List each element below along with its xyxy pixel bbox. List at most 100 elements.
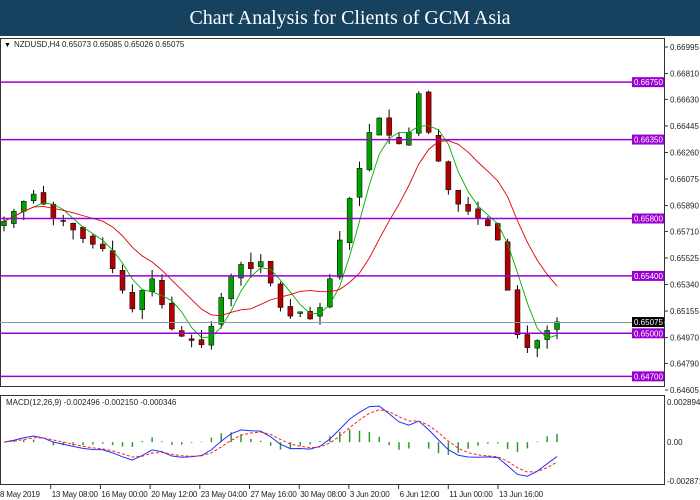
y-tick-label: 0.66995: [670, 43, 699, 52]
ma-fast-line: [3, 125, 558, 339]
x-tick-label: 30 May 08:00: [300, 490, 347, 499]
candle-bearish: [90, 235, 96, 245]
candle-bullish: [228, 275, 234, 300]
ma-slow-line: [3, 140, 558, 317]
level-label: 0.65800: [634, 215, 663, 224]
candle-bearish: [504, 241, 511, 291]
y-tick-label: 0.66810: [670, 70, 699, 79]
candle-bearish: [60, 220, 66, 222]
candle-bearish: [169, 302, 175, 330]
candle-bearish: [445, 161, 452, 191]
candle-bullish: [366, 132, 373, 171]
candle-bullish: [149, 278, 155, 293]
macd-tick-label: 0.002894: [667, 398, 700, 407]
candle-bearish: [50, 203, 57, 219]
level-label: 0.64700: [634, 372, 663, 381]
candle-bullish: [297, 311, 303, 314]
candle-bearish: [386, 117, 392, 136]
candle-bearish: [435, 135, 442, 162]
y-tick-label: 0.65340: [670, 281, 699, 290]
x-tick-label: 16 May 00:00: [101, 490, 148, 499]
y-tick-label: 0.65890: [670, 202, 699, 211]
candle-bearish: [248, 262, 254, 269]
candle-bullish: [327, 278, 333, 308]
y-tick-label: 0.66445: [670, 122, 699, 131]
level-badge: [632, 328, 664, 339]
candle-bearish: [307, 311, 313, 320]
candle-bearish: [455, 190, 461, 205]
x-tick-label: 13 May 08:00: [52, 490, 99, 499]
candle-bearish: [159, 280, 165, 305]
y-tick-label: 0.66260: [670, 148, 699, 157]
signal-line: [3, 409, 558, 473]
candle-bullish: [30, 193, 37, 202]
candle-bullish: [534, 340, 540, 349]
candle-bullish: [21, 201, 27, 212]
candle-bullish: [1, 221, 7, 226]
x-tick-label: 20 May 12:00: [151, 490, 198, 499]
candle-bullish: [218, 297, 224, 325]
candle-bearish: [396, 137, 402, 145]
y-tick-label: 0.64790: [670, 359, 699, 368]
x-tick-label: 13 Jun 16:00: [499, 490, 544, 499]
candle-bearish: [80, 227, 86, 239]
macd-panel: [0, 395, 665, 485]
candle-bullish: [376, 117, 382, 136]
x-tick-label: 3 Jun 20:00: [350, 490, 390, 499]
level-label: 0.65400: [634, 272, 663, 281]
candle-bullish: [208, 325, 215, 346]
page-title: Chart Analysis for Clients of GCM Asia: [0, 0, 700, 36]
current-price-label: 0.65075: [634, 318, 663, 327]
x-tick-label: 23 May 04:00: [201, 490, 248, 499]
candle-bullish: [337, 239, 343, 278]
x-tick-label: 8 May 2019: [0, 490, 41, 499]
candle-bullish: [238, 264, 244, 279]
y-tick-label: 0.64970: [670, 334, 699, 343]
current-price-badge: [632, 317, 664, 328]
candle-bullish: [346, 198, 353, 244]
level-label: 0.66750: [634, 78, 663, 87]
candle-bearish: [277, 283, 284, 308]
candle-bullish: [544, 330, 550, 340]
candle-bullish: [416, 93, 422, 134]
candle-bullish: [258, 261, 264, 267]
candle-bearish: [524, 334, 531, 348]
candle-bullish: [554, 321, 560, 330]
x-tick-label: 6 Jun 12:00: [400, 490, 440, 499]
x-tick-label: 11 Jun 00:00: [449, 490, 493, 499]
candle-bearish: [514, 289, 521, 335]
candle-bearish: [109, 250, 116, 269]
level-badge: [632, 371, 664, 382]
candle-bullish: [406, 132, 412, 146]
macd-line: [3, 405, 558, 477]
level-label: 0.65000: [634, 329, 663, 338]
x-tick-label: 27 May 16:00: [251, 490, 298, 499]
level-badge: [632, 77, 664, 88]
y-tick-label: 0.65155: [670, 307, 699, 316]
candle-bearish: [119, 270, 126, 291]
level-badge: [632, 213, 664, 224]
macd-tick-label: 0.00: [667, 438, 683, 447]
symbol-info: NZDUSD,H4 0.65073 0.65085 0.65026 0.6507…: [14, 40, 185, 49]
y-tick-label: 0.65525: [670, 254, 699, 263]
candle-bearish: [425, 91, 432, 133]
level-badge: [632, 270, 664, 281]
price-chart: NZDUSD,H4 0.65073 0.65085 0.65026 0.6507…: [0, 38, 700, 499]
candle-bearish: [465, 204, 471, 212]
candle-bearish: [495, 223, 501, 241]
candle-bearish: [475, 208, 481, 219]
candle-bearish: [198, 339, 205, 346]
candle-bullish: [356, 168, 363, 198]
candle-bearish: [40, 192, 47, 205]
candle-bearish: [485, 219, 491, 226]
price-panel: [0, 38, 665, 387]
y-tick-label: 0.64605: [670, 386, 699, 395]
y-tick-label: 0.65710: [670, 227, 699, 236]
candle-bearish: [188, 338, 195, 341]
level-label: 0.66350: [634, 136, 663, 145]
candle-bullish: [139, 290, 145, 311]
candle-bearish: [129, 291, 136, 310]
collapse-arrow-icon[interactable]: ▼: [4, 42, 11, 49]
candle-bearish: [100, 243, 106, 249]
candle-bearish: [70, 222, 76, 231]
